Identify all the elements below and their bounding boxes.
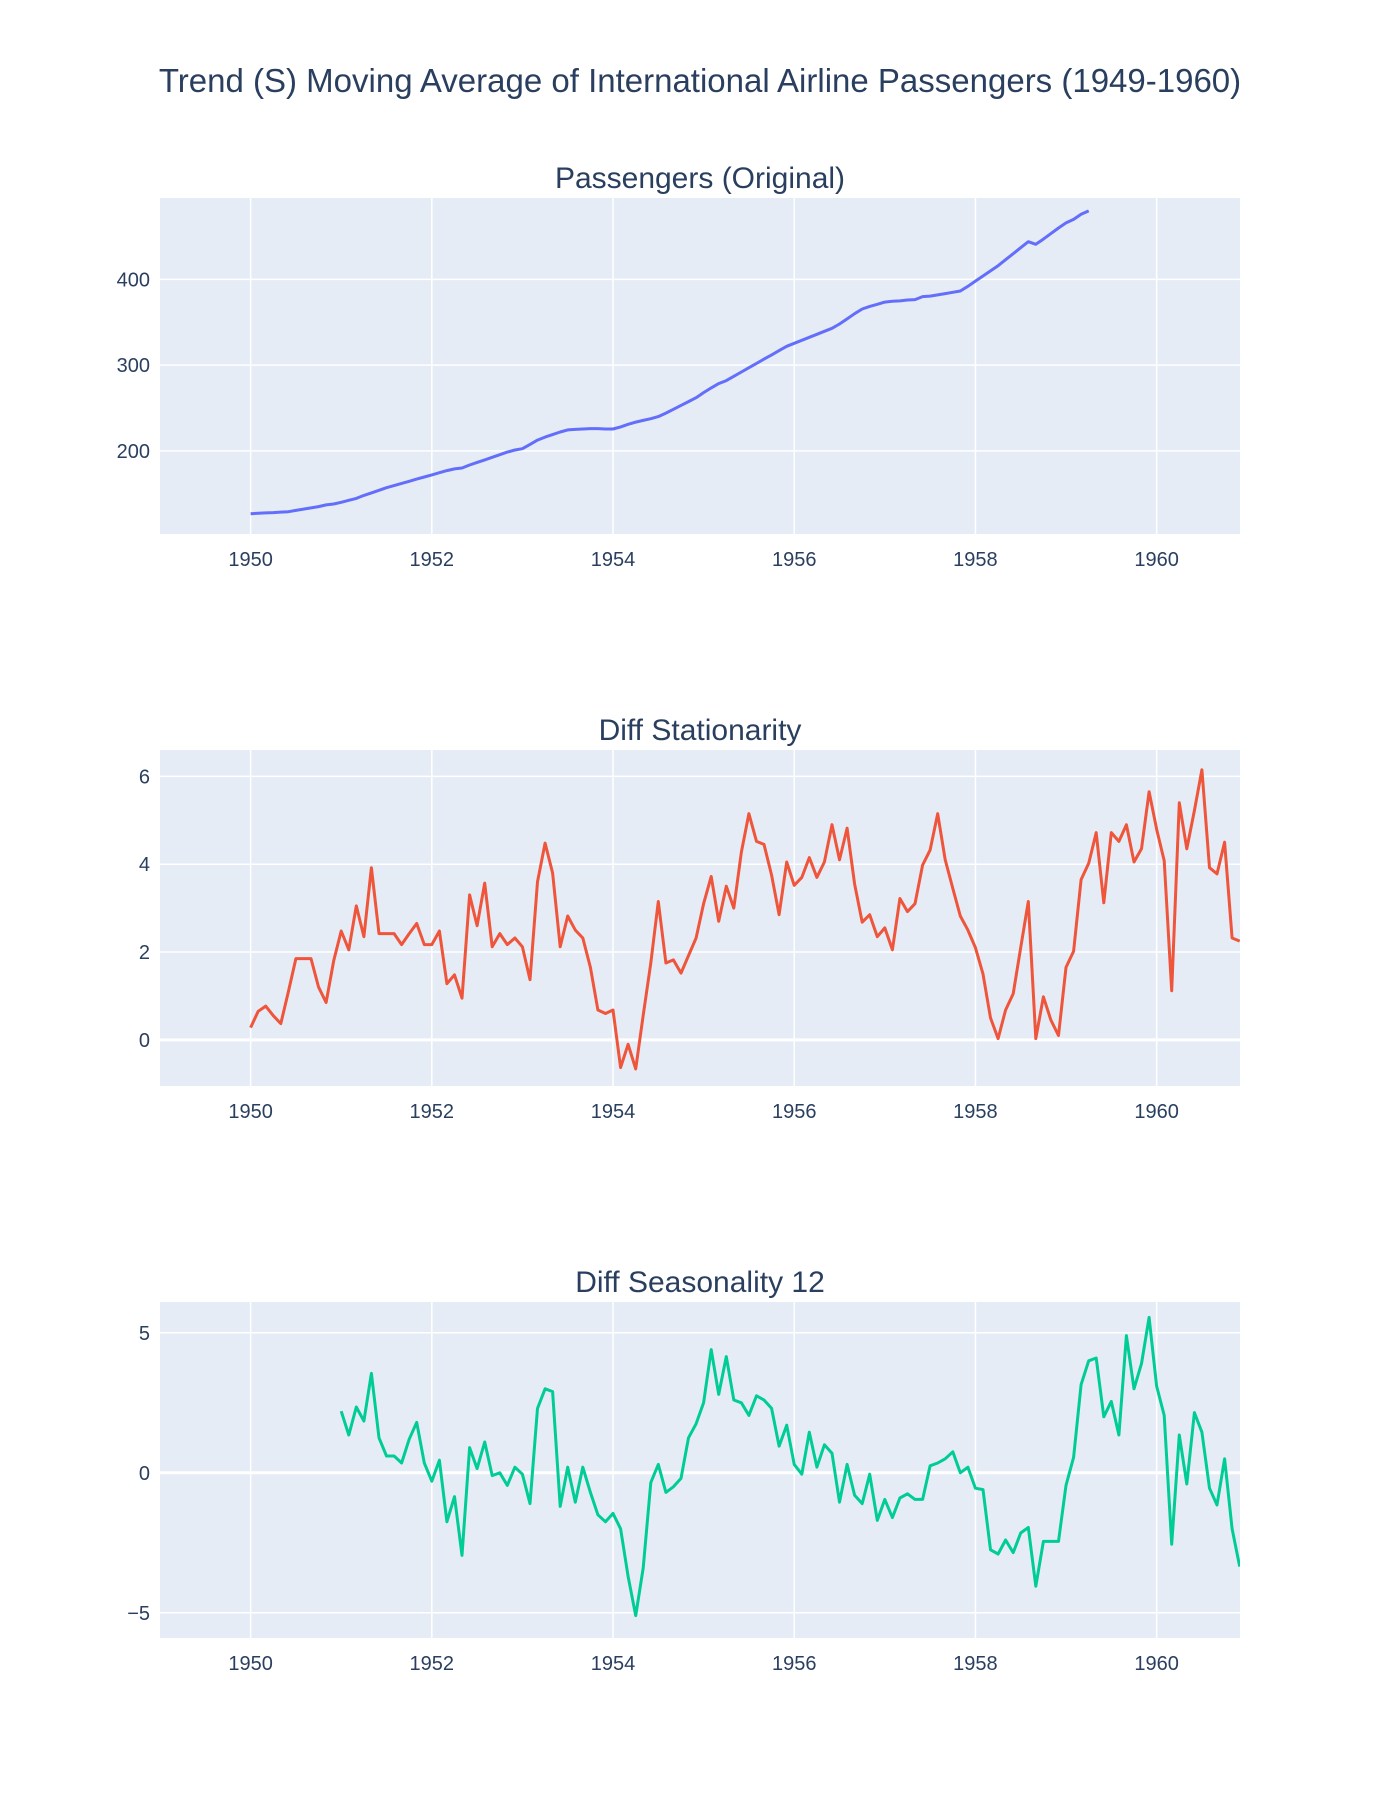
subplot-title-original: Passengers (Original) [555,162,845,195]
y-tick-label: 0 [139,1030,150,1052]
subplot-title-seasonality: Diff Seasonality 12 [575,1266,825,1299]
y-tick-label: 6 [139,766,150,788]
subplot-title-stationarity: Diff Stationarity [599,714,802,747]
x-tick-label: 1960 [1134,549,1179,571]
x-tick-label: 1954 [591,1653,636,1675]
x-tick-label: 1958 [953,1101,998,1123]
x-tick-label: 1956 [772,1653,817,1675]
x-tick-label: 1960 [1134,1101,1179,1123]
x-tick-label: 1958 [953,549,998,571]
x-tick-label: 1952 [410,549,455,571]
x-tick-label: 1950 [228,549,273,571]
x-tick-label: 1952 [410,1653,455,1675]
x-tick-label: 1952 [410,1101,455,1123]
y-tick-label: 5 [139,1323,150,1345]
series-line-stationarity [249,768,1240,1071]
plot-area-seasonality [160,1302,1240,1638]
plot-area-original [160,198,1240,534]
y-tick-label: 200 [117,441,150,463]
y-tick-label: 4 [139,854,150,876]
series-line-seasonality [339,1315,1240,1618]
y-tick-label: 0 [139,1463,150,1485]
series-line-original [250,209,1090,516]
chart-title: Trend (S) Moving Average of Internationa… [159,62,1241,99]
x-tick-label: 1958 [953,1653,998,1675]
y-tick-label: 2 [139,942,150,964]
panel-seasonality: 1950 1952 1954 1956 1958 1960 −5 0 5 Diff Seasona… [127,1266,1240,1675]
x-tick-label: 1960 [1134,1653,1179,1675]
y-tick-label: −5 [127,1603,150,1625]
panel-original: 1950 1952 1954 1956 1958 1960 200 300 400 Passeng… [117,162,1240,571]
y-tick-label: 400 [117,269,150,291]
y-tick-label: 300 [117,355,150,377]
panel-stationarity: 1950 1952 1954 1956 1958 1960 0 2 4 6 Diff Station… [139,714,1240,1123]
x-tick-label: 1950 [228,1101,273,1123]
x-tick-label: 1954 [591,1101,636,1123]
x-tick-label: 1956 [772,549,817,571]
x-tick-label: 1956 [772,1101,817,1123]
x-tick-label: 1950 [228,1653,273,1675]
x-tick-label: 1954 [591,549,636,571]
